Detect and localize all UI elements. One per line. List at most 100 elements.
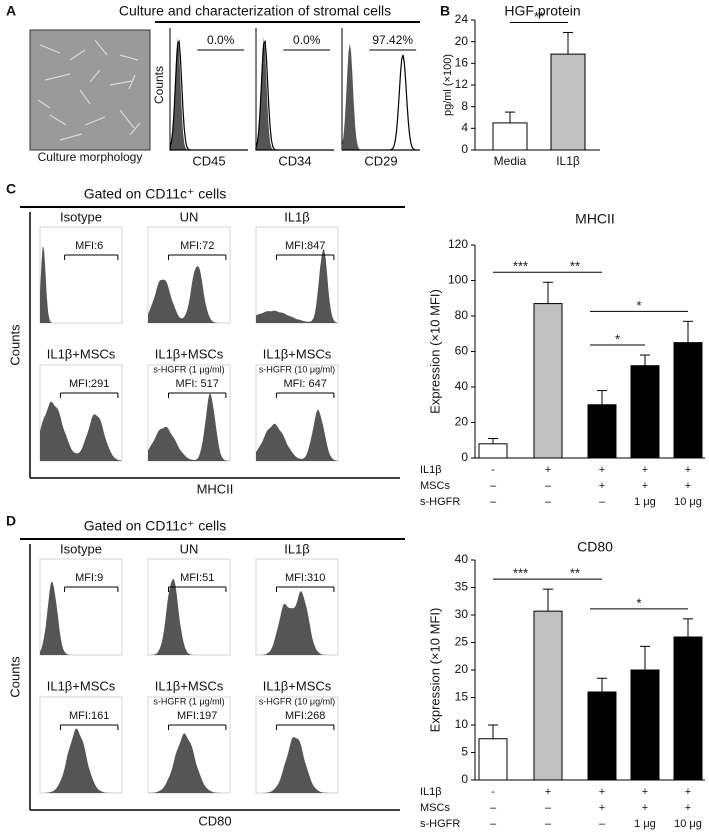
marker-label: CD29 xyxy=(364,153,397,168)
condition-mark: + xyxy=(642,464,648,476)
histogram xyxy=(40,728,122,793)
y-tick-label: 60 xyxy=(455,344,469,358)
histogram xyxy=(40,401,122,461)
histogram-label: Isotype xyxy=(60,209,102,224)
culture-image xyxy=(29,29,151,151)
histogram-label: IL1β xyxy=(284,209,310,224)
histogram xyxy=(148,579,230,655)
y-tick-label: 40 xyxy=(455,552,469,566)
percent-label: 97.42% xyxy=(372,33,413,47)
condition-mark: + xyxy=(685,786,691,798)
significance-label: ** xyxy=(570,566,580,581)
y-axis-label: Expression (×10 MFI) xyxy=(427,289,442,414)
y-tick-label: 8 xyxy=(461,99,468,113)
histogram-label: Isotype xyxy=(60,541,102,556)
mfi-label: MFI:197 xyxy=(177,710,217,722)
condition-mark: – xyxy=(490,480,497,492)
significance-label: * xyxy=(615,331,620,346)
condition-mark: + xyxy=(642,802,648,814)
bar xyxy=(673,342,703,459)
image-caption: Culture morphology xyxy=(38,150,143,164)
marker-label: CD45 xyxy=(192,153,225,168)
significance-label: *** xyxy=(513,566,528,581)
condition-mark: – xyxy=(490,818,497,830)
histogram-outline xyxy=(342,54,420,151)
condition-name: s-HGFR xyxy=(420,496,460,508)
y-tick-label: 20 xyxy=(455,415,469,429)
y-axis-label: Counts xyxy=(7,656,22,698)
y-tick-label: 35 xyxy=(455,580,469,594)
condition-mark: – xyxy=(599,496,606,508)
condition-mark: + xyxy=(685,802,691,814)
mfi-label: MFI:6 xyxy=(75,240,103,252)
histogram-sublabel: s-HGFR (1 μg/ml) xyxy=(153,364,224,374)
condition-mark: 1 μg xyxy=(634,496,656,508)
histogram xyxy=(256,737,338,793)
mfi-label: MFI:847 xyxy=(285,240,325,252)
histogram-label: IL1β+MSCs xyxy=(263,678,332,693)
x-axis-label: CD80 xyxy=(198,813,231,828)
bar xyxy=(630,669,660,781)
histogram-sublabel: s-HGFR (10 μg/ml) xyxy=(259,696,335,706)
cell-texture xyxy=(37,39,141,141)
chart-title: HGF protein xyxy=(504,3,580,19)
condition-mark: – xyxy=(545,480,552,492)
condition-mark: + xyxy=(642,480,648,492)
y-tick-label: 10 xyxy=(455,717,469,731)
y-tick-label: 0 xyxy=(461,450,468,464)
y-axis-label: Counts xyxy=(152,66,166,104)
histogram xyxy=(148,266,230,323)
histogram xyxy=(256,409,338,461)
bar xyxy=(533,610,563,781)
condition-name: s-HGFR xyxy=(420,818,460,830)
condition-mark: + xyxy=(599,464,605,476)
y-axis-label: Counts xyxy=(7,324,22,366)
chart-title: MHCII xyxy=(575,211,615,227)
condition-name: MSCs xyxy=(420,802,450,814)
histogram xyxy=(148,733,230,793)
condition-mark: + xyxy=(599,802,605,814)
condition-mark: - xyxy=(491,464,495,476)
histogram-outline xyxy=(169,39,248,151)
bar xyxy=(587,404,617,459)
y-tick-label: 4 xyxy=(461,121,468,135)
mfi-label: MFI:51 xyxy=(180,572,214,584)
y-tick-label: 0 xyxy=(461,772,468,786)
mfi-label: MFI: 647 xyxy=(283,378,326,390)
y-tick-label: 40 xyxy=(455,379,469,393)
x-tick-label: Media xyxy=(494,154,527,168)
condition-mark: – xyxy=(599,818,606,830)
panel-label: D xyxy=(6,513,16,529)
histogram xyxy=(148,393,230,461)
condition-name: IL1β xyxy=(420,464,442,476)
condition-mark: 10 μg xyxy=(674,818,702,830)
condition-mark: + xyxy=(599,786,605,798)
condition-mark: - xyxy=(491,786,495,798)
y-tick-label: 25 xyxy=(455,635,469,649)
condition-mark: – xyxy=(545,818,552,830)
significance-label: * xyxy=(636,298,641,313)
bar xyxy=(478,443,508,459)
x-tick-label: IL1β xyxy=(556,154,580,168)
bar xyxy=(533,303,563,459)
condition-mark: – xyxy=(490,802,497,814)
mfi-label: MFI:72 xyxy=(180,240,214,252)
condition-name: IL1β xyxy=(420,786,442,798)
y-axis-label: Expression (×10 MFI) xyxy=(427,608,442,733)
mfi-label: MFI:161 xyxy=(69,710,109,722)
significance-label: ** xyxy=(534,9,544,24)
condition-mark: + xyxy=(685,464,691,476)
histogram-sublabel: s-HGFR (10 μg/ml) xyxy=(259,364,335,374)
histogram-label: IL1β+MSCs xyxy=(47,678,116,693)
significance-label: *** xyxy=(513,259,528,274)
condition-mark: 10 μg xyxy=(674,496,702,508)
histogram-label: IL1β+MSCs xyxy=(263,346,332,361)
histogram xyxy=(40,581,122,655)
histogram xyxy=(40,245,122,323)
x-axis-label: MHCII xyxy=(197,481,234,496)
panel-label: A xyxy=(6,3,16,19)
y-tick-label: 100 xyxy=(448,273,468,287)
condition-mark: + xyxy=(599,480,605,492)
bar xyxy=(630,365,660,459)
